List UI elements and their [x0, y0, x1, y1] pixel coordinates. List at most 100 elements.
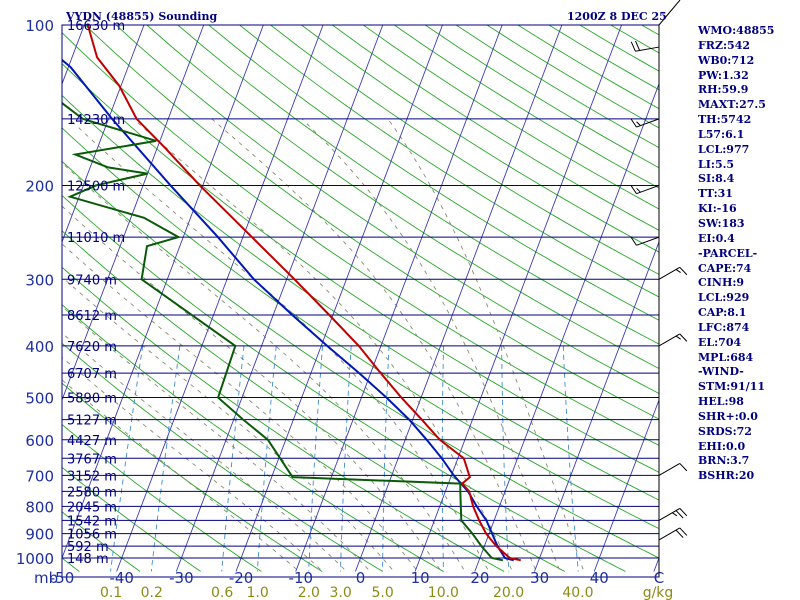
index-line: EI:0.4 — [698, 231, 735, 245]
wind-barb-feather — [636, 187, 641, 193]
wind-barb — [658, 0, 681, 26]
pressure-tick-label: 900 — [25, 526, 54, 544]
wind-barb-feather — [679, 463, 688, 472]
dry-adiabat — [208, 25, 659, 321]
dewpoint-line — [62, 101, 504, 562]
wind-barb — [658, 333, 681, 347]
index-line: WMO:48855 — [698, 24, 775, 37]
isotherm-line — [235, 25, 443, 572]
height-label: 2580 m — [67, 485, 117, 500]
height-label: 9740 m — [67, 273, 117, 288]
wind-barb-feather — [679, 527, 688, 536]
index-line: BSHR:20 — [698, 469, 755, 483]
index-line: -WIND- — [698, 365, 744, 379]
pressure-tick-label: 100 — [25, 17, 54, 35]
temperature-tick-label: 40 — [590, 569, 609, 587]
index-line: EHI:0.0 — [698, 439, 746, 453]
temperature-tick-label: 30 — [530, 569, 549, 587]
height-label: 3767 m — [67, 452, 117, 467]
mixing-ratio-label: 0.2 — [141, 585, 163, 600]
wind-barbs — [630, 0, 688, 577]
mixing-ratio-label: 2.0 — [298, 585, 320, 600]
height-label: 16630 m — [67, 19, 125, 34]
isotherm-line — [175, 25, 384, 572]
index-line: LFC:874 — [698, 320, 750, 334]
plot-frame — [61, 24, 660, 578]
isotherm-line — [116, 25, 324, 572]
pressure-tick-label: 400 — [25, 338, 54, 356]
chart-title: VYDN (48855) Sounding — [66, 10, 218, 23]
wind-barb — [658, 266, 681, 280]
dry-adiabat — [146, 25, 659, 370]
temperature-tick-label: C — [654, 569, 664, 587]
dry-adiabat — [301, 25, 659, 253]
index-line: LCL:977 — [698, 142, 750, 156]
isotherm-line — [62, 25, 145, 244]
axis-labels: 16630 m 14230 m 12500 m 11010 m 9740 m 8612 m… — [16, 17, 673, 600]
dry-adiabat — [177, 25, 659, 345]
pressure-tick-label: 1000 — [16, 550, 54, 568]
height-label: 5127 m — [67, 414, 117, 429]
wind-barb-feather — [630, 236, 637, 246]
wind-barb-feather — [679, 333, 688, 342]
temperature-tick-label: -40 — [109, 569, 134, 587]
height-label: 14230 m — [67, 113, 125, 128]
dry-adiabat — [62, 127, 659, 530]
index-line: LI:5.5 — [698, 157, 735, 171]
height-label: 1056 m — [67, 528, 117, 543]
wind-barb-feather — [630, 118, 637, 128]
dry-adiabat — [239, 25, 659, 298]
pressure-tick-label: 800 — [25, 498, 54, 516]
mixing-ratio-label: g/kg — [643, 585, 674, 600]
height-label: 3152 m — [67, 469, 117, 484]
pressure-tick-label: 200 — [25, 177, 54, 195]
index-line: PW:1.32 — [698, 68, 749, 82]
wind-barb — [636, 236, 660, 246]
index-line: BRN:3.7 — [698, 454, 750, 468]
index-line: HEL:98 — [698, 395, 744, 409]
chart-time: 1200Z 8 DEC 25 — [567, 10, 667, 23]
height-label: 592 m — [67, 540, 109, 555]
index-line: CAPE:74 — [698, 261, 752, 275]
isotherm-line — [414, 25, 623, 572]
index-line: TT:31 — [698, 187, 733, 201]
temperature-tick-label: 0 — [356, 569, 366, 587]
height-label: 11010 m — [67, 231, 125, 246]
wind-barb-feather — [630, 184, 637, 194]
wind-barb-feather — [675, 510, 684, 519]
index-line: SHR+:0.0 — [698, 409, 758, 423]
index-line: RH:59.9 — [698, 83, 749, 97]
dry-adiabat — [62, 342, 384, 572]
index-line: MPL:684 — [698, 350, 754, 364]
pressure-tick-label: 500 — [25, 390, 54, 408]
index-line: KI:-16 — [698, 202, 737, 216]
mixing-ratio-label: 20.0 — [493, 585, 524, 600]
height-label: 148 m — [67, 552, 109, 567]
moist-adiabat — [62, 305, 369, 570]
index-line: FRZ:542 — [698, 38, 751, 52]
index-line: CAP:8.1 — [698, 306, 747, 320]
temperature-tick-label: 10 — [411, 569, 430, 587]
pressure-unit-label: mb — [34, 569, 58, 587]
index-line: -PARCEL- — [698, 246, 758, 260]
isotherm-line — [534, 240, 659, 572]
isotherm-line — [0, 13, 29, 571]
dry-adiabat — [62, 63, 659, 473]
index-line: SW:183 — [698, 216, 745, 230]
index-line: SI:8.4 — [698, 172, 735, 186]
wind-barb-feather — [675, 529, 684, 538]
wind-barb-feather — [672, 512, 678, 517]
wind-barb-feather — [630, 41, 636, 52]
wind-barb-feather — [636, 121, 641, 126]
dry-adiabat — [84, 25, 659, 420]
height-label: 6707 m — [67, 367, 117, 382]
temperature-tick-label: -50 — [50, 569, 75, 587]
isotherm-line — [474, 82, 659, 572]
height-label: 5890 m — [67, 392, 117, 407]
temperature-tick-label: 20 — [470, 569, 489, 587]
temperature-tick-label: -30 — [169, 569, 194, 587]
mixing-ratio-label: 10.0 — [428, 585, 459, 600]
wind-barb-feather — [675, 335, 681, 340]
mixing-ratio-label: 0.1 — [100, 585, 122, 600]
